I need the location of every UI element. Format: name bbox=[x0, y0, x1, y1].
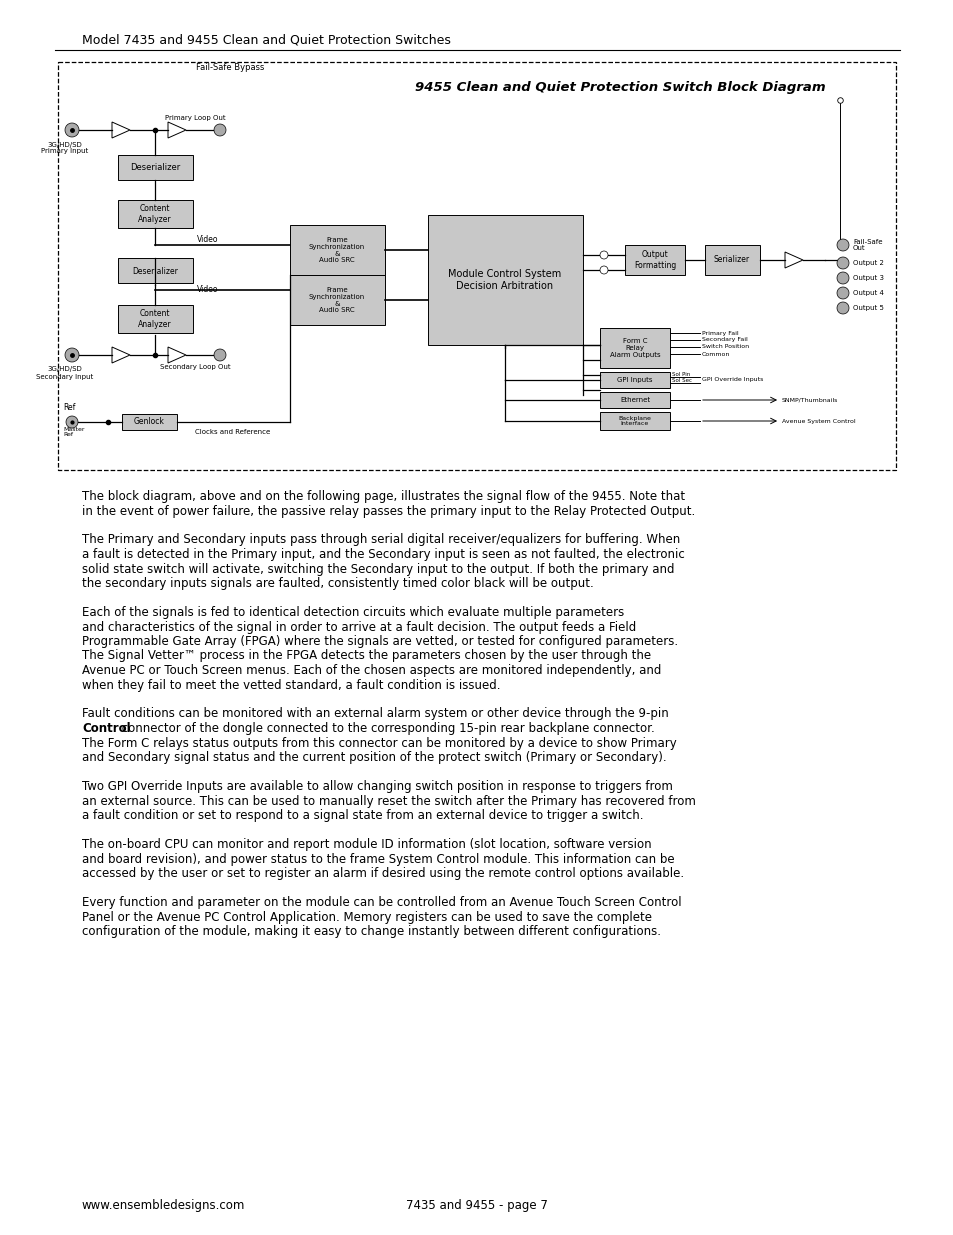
Circle shape bbox=[836, 287, 848, 299]
Text: 3G/HD/SD
Secondary Input: 3G/HD/SD Secondary Input bbox=[36, 367, 93, 379]
Text: Output 5: Output 5 bbox=[852, 305, 882, 311]
Text: Form C
Relay
Alarm Outputs: Form C Relay Alarm Outputs bbox=[609, 338, 659, 358]
Text: Secondary Loop Out: Secondary Loop Out bbox=[159, 364, 230, 370]
Text: Model 7435 and 9455 Clean and Quiet Protection Switches: Model 7435 and 9455 Clean and Quiet Prot… bbox=[82, 33, 451, 47]
Text: a fault is detected in the Primary input, and the Secondary input is seen as not: a fault is detected in the Primary input… bbox=[82, 548, 684, 561]
Text: Control: Control bbox=[82, 722, 131, 735]
Text: SNMP/Thumbnails: SNMP/Thumbnails bbox=[781, 398, 838, 403]
Text: Serializer: Serializer bbox=[713, 256, 749, 264]
Text: Ethernet: Ethernet bbox=[619, 396, 649, 403]
Bar bbox=[624, 245, 684, 275]
Text: GPI Inputs: GPI Inputs bbox=[617, 377, 652, 383]
Circle shape bbox=[599, 266, 607, 274]
Text: configuration of the module, making it easy to change instantly between differen: configuration of the module, making it e… bbox=[82, 925, 660, 939]
Text: The Form C relays status outputs from this connector can be monitored by a devic: The Form C relays status outputs from th… bbox=[82, 736, 676, 750]
Text: The Primary and Secondary inputs pass through serial digital receiver/equalizers: The Primary and Secondary inputs pass th… bbox=[82, 534, 679, 547]
Text: www.ensembledesigns.com: www.ensembledesigns.com bbox=[82, 1198, 245, 1212]
Text: Fail-Safe Bypass: Fail-Safe Bypass bbox=[195, 63, 264, 73]
Text: when they fail to meet the vetted standard, a fault condition is issued.: when they fail to meet the vetted standa… bbox=[82, 678, 500, 692]
Text: Fault conditions can be monitored with an external alarm system or other device : Fault conditions can be monitored with a… bbox=[82, 708, 668, 720]
Text: 9455 Clean and Quiet Protection Switch Block Diagram: 9455 Clean and Quiet Protection Switch B… bbox=[415, 82, 824, 95]
Circle shape bbox=[213, 124, 226, 136]
Text: Switch Position: Switch Position bbox=[701, 345, 748, 350]
Text: Video: Video bbox=[196, 236, 218, 245]
Text: Clocks and Reference: Clocks and Reference bbox=[195, 429, 271, 435]
Text: The Signal Vetter™ process in the FPGA detects the parameters chosen by the user: The Signal Vetter™ process in the FPGA d… bbox=[82, 650, 651, 662]
Text: Sol Pin: Sol Pin bbox=[671, 372, 690, 377]
Text: Every function and parameter on the module can be controlled from an Avenue Touc: Every function and parameter on the modu… bbox=[82, 897, 680, 909]
Bar bbox=[118, 258, 193, 283]
Text: The block diagram, above and on the following page, illustrates the signal flow : The block diagram, above and on the foll… bbox=[82, 490, 684, 503]
Text: Output 4: Output 4 bbox=[852, 290, 882, 296]
Text: Output 3: Output 3 bbox=[852, 275, 883, 282]
Text: in the event of power failure, the passive relay passes the primary input to the: in the event of power failure, the passi… bbox=[82, 505, 695, 517]
Circle shape bbox=[65, 348, 79, 362]
Text: and board revision), and power status to the frame System Control module. This i: and board revision), and power status to… bbox=[82, 852, 674, 866]
Text: a fault condition or set to respond to a signal state from an external device to: a fault condition or set to respond to a… bbox=[82, 809, 643, 823]
Text: Module Control System
Decision Arbitration: Module Control System Decision Arbitrati… bbox=[448, 269, 561, 290]
Text: Each of the signals is fed to identical detection circuits which evaluate multip: Each of the signals is fed to identical … bbox=[82, 606, 623, 619]
Text: Genlock: Genlock bbox=[133, 417, 164, 426]
Text: The on-board CPU can monitor and report module ID information (slot location, so: The on-board CPU can monitor and report … bbox=[82, 839, 651, 851]
Text: Sol Sec: Sol Sec bbox=[671, 378, 691, 383]
Text: Output
Formatting: Output Formatting bbox=[633, 251, 676, 269]
Text: Common: Common bbox=[701, 352, 730, 357]
Circle shape bbox=[836, 272, 848, 284]
Text: GPI Override Inputs: GPI Override Inputs bbox=[701, 378, 762, 383]
Bar bbox=[599, 412, 669, 430]
Text: Content
Analyzer: Content Analyzer bbox=[138, 204, 172, 224]
Text: Frame
Synchronization
&
Audio SRC: Frame Synchronization & Audio SRC bbox=[309, 287, 365, 314]
Text: Programmable Gate Array (FPGA) where the signals are vetted, or tested for confi: Programmable Gate Array (FPGA) where the… bbox=[82, 635, 678, 648]
Bar bbox=[290, 275, 385, 325]
Text: Avenue PC or Touch Screen menus. Each of the chosen aspects are monitored indepe: Avenue PC or Touch Screen menus. Each of… bbox=[82, 664, 660, 677]
Text: an external source. This can be used to manually reset the switch after the Prim: an external source. This can be used to … bbox=[82, 794, 695, 808]
Text: solid state switch will activate, switching the Secondary input to the output. I: solid state switch will activate, switch… bbox=[82, 562, 674, 576]
Text: connector of the dongle connected to the corresponding 15-pin rear backplane con: connector of the dongle connected to the… bbox=[118, 722, 655, 735]
Circle shape bbox=[65, 124, 79, 137]
Text: Secondary Fail: Secondary Fail bbox=[701, 337, 747, 342]
Bar bbox=[118, 305, 193, 333]
Bar bbox=[599, 329, 669, 368]
Text: Ref: Ref bbox=[63, 404, 75, 412]
Circle shape bbox=[836, 240, 848, 251]
Text: Deserializer: Deserializer bbox=[130, 163, 180, 172]
Circle shape bbox=[836, 257, 848, 269]
Bar bbox=[290, 225, 385, 275]
Bar bbox=[118, 200, 193, 228]
Text: Content
Analyzer: Content Analyzer bbox=[138, 309, 172, 329]
Text: Video: Video bbox=[196, 285, 218, 294]
Text: Output 2: Output 2 bbox=[852, 261, 882, 266]
Bar bbox=[58, 62, 895, 471]
Bar bbox=[704, 245, 760, 275]
Text: Panel or the Avenue PC Control Application. Memory registers can be used to save: Panel or the Avenue PC Control Applicati… bbox=[82, 910, 651, 924]
Text: accessed by the user or set to register an alarm if desired using the remote con: accessed by the user or set to register … bbox=[82, 867, 683, 881]
Circle shape bbox=[213, 350, 226, 361]
Text: Two GPI Override Inputs are available to allow changing switch position in respo: Two GPI Override Inputs are available to… bbox=[82, 781, 672, 793]
Text: Master
Ref: Master Ref bbox=[63, 426, 85, 437]
Text: Primary Loop Out: Primary Loop Out bbox=[165, 115, 225, 121]
Circle shape bbox=[599, 251, 607, 259]
Text: Fail-Safe
Out: Fail-Safe Out bbox=[852, 238, 882, 252]
Text: Backplane
Interface: Backplane Interface bbox=[618, 416, 651, 426]
Bar bbox=[122, 414, 177, 430]
Bar bbox=[118, 156, 193, 180]
Text: the secondary inputs signals are faulted, consistently timed color black will be: the secondary inputs signals are faulted… bbox=[82, 577, 593, 590]
Text: and characteristics of the signal in order to arrive at a fault decision. The ou: and characteristics of the signal in ord… bbox=[82, 620, 636, 634]
Text: Frame
Synchronization
&
Audio SRC: Frame Synchronization & Audio SRC bbox=[309, 236, 365, 263]
Bar bbox=[428, 215, 582, 345]
Text: Primary Fail: Primary Fail bbox=[701, 331, 738, 336]
Circle shape bbox=[836, 303, 848, 314]
Text: and Secondary signal status and the current position of the protect switch (Prim: and Secondary signal status and the curr… bbox=[82, 751, 666, 764]
Text: Avenue System Control: Avenue System Control bbox=[781, 419, 855, 424]
Bar bbox=[599, 391, 669, 408]
Bar bbox=[599, 372, 669, 388]
Circle shape bbox=[66, 416, 78, 429]
Text: 3G/HD/SD
Primary Input: 3G/HD/SD Primary Input bbox=[41, 142, 89, 154]
Text: 7435 and 9455 - page 7: 7435 and 9455 - page 7 bbox=[406, 1198, 547, 1212]
Text: Deserializer: Deserializer bbox=[132, 267, 178, 275]
